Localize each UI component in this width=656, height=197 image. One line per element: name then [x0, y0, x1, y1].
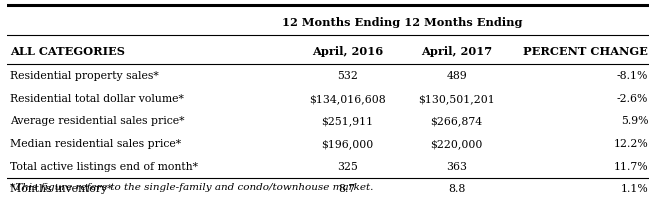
Text: $134,016,608: $134,016,608 [309, 94, 386, 104]
Text: 12.2%: 12.2% [613, 139, 648, 149]
Text: April, 2017: April, 2017 [421, 46, 492, 57]
Text: 12 Months Ending 12 Months Ending: 12 Months Ending 12 Months Ending [281, 17, 522, 28]
Text: $130,501,201: $130,501,201 [419, 94, 495, 104]
Text: 325: 325 [337, 162, 358, 172]
Text: 363: 363 [446, 162, 467, 172]
Text: ALL CATEGORIES: ALL CATEGORIES [10, 46, 125, 57]
Text: -8.1%: -8.1% [617, 71, 648, 81]
Text: $266,874: $266,874 [430, 116, 483, 126]
Text: -2.6%: -2.6% [617, 94, 648, 104]
Text: Total active listings end of month*: Total active listings end of month* [10, 162, 197, 172]
Text: Median residential sales price*: Median residential sales price* [10, 139, 181, 149]
Text: Months inventory*: Months inventory* [10, 184, 112, 194]
Text: Average residential sales price*: Average residential sales price* [10, 116, 184, 126]
Text: $196,000: $196,000 [321, 139, 373, 149]
Text: 5.9%: 5.9% [621, 116, 648, 126]
Text: Residential property sales*: Residential property sales* [10, 71, 159, 81]
Text: 11.7%: 11.7% [613, 162, 648, 172]
Text: PERCENT CHANGE: PERCENT CHANGE [523, 46, 648, 57]
Text: $220,000: $220,000 [430, 139, 483, 149]
Text: Residential total dollar volume*: Residential total dollar volume* [10, 94, 184, 104]
Text: *This figure refers to the single-family and condo/townhouse market.: *This figure refers to the single-family… [10, 183, 373, 192]
Text: 489: 489 [446, 71, 467, 81]
Text: 8.8: 8.8 [448, 184, 465, 194]
Text: April, 2016: April, 2016 [312, 46, 383, 57]
Text: 532: 532 [337, 71, 358, 81]
Text: 1.1%: 1.1% [621, 184, 648, 194]
Text: $251,911: $251,911 [321, 116, 373, 126]
Text: 8.7: 8.7 [338, 184, 356, 194]
